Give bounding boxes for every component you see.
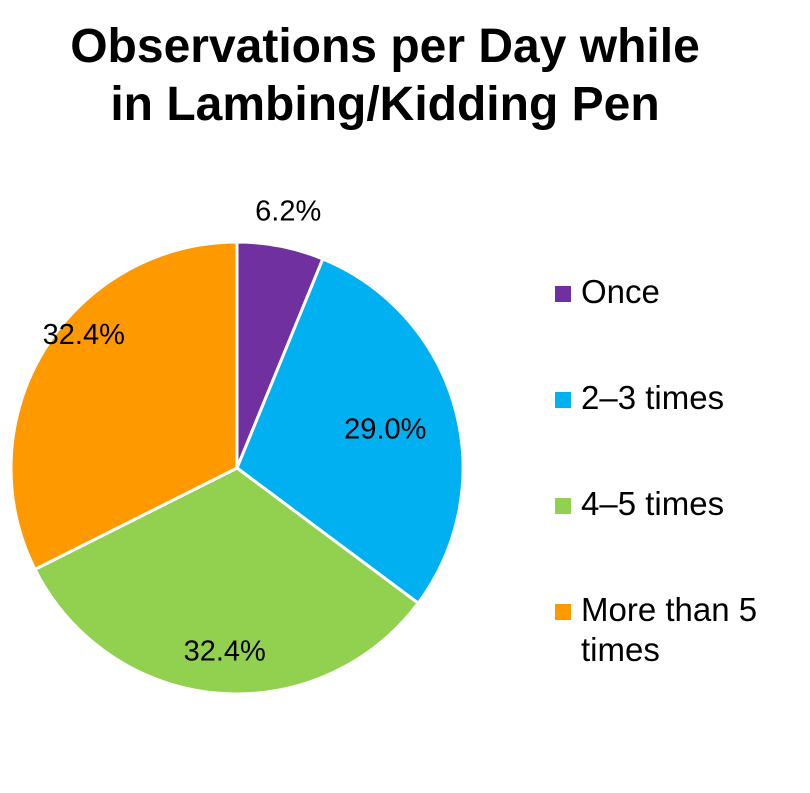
data-label-4-5-times: 32.4%: [184, 635, 266, 667]
chart-title-line-2: in Lambing/Kidding Pen: [110, 78, 660, 131]
legend-label-once: Once: [581, 273, 660, 310]
pie-slice-2-3-times: [235, 256, 465, 606]
legend-label-4-5-times: 4–5 times: [581, 485, 725, 522]
legend-label-more-than-5-times: More than 5 times: [581, 591, 758, 668]
data-label-once: 6.2%: [255, 195, 321, 227]
legend-swatch-4-5-times: [555, 498, 571, 514]
data-label-2-3-times: 29.0%: [344, 414, 426, 446]
legend-swatch-more-than-5-times: [555, 604, 571, 620]
chart-title-line-1: Observations per Day while: [70, 20, 700, 73]
legend-swatch-once: [555, 286, 571, 302]
pie-slice-more-than-5-times: [9, 240, 239, 572]
pie-slice-4-5-times: [32, 466, 421, 696]
legend-label-2-3-times: 2–3 times: [581, 379, 725, 416]
legend-swatch-2-3-times: [555, 392, 571, 408]
data-label-more-than-5-times: 32.4%: [43, 319, 125, 351]
chart-title: Observations per Day while in Lambing/Ki…: [0, 18, 770, 134]
